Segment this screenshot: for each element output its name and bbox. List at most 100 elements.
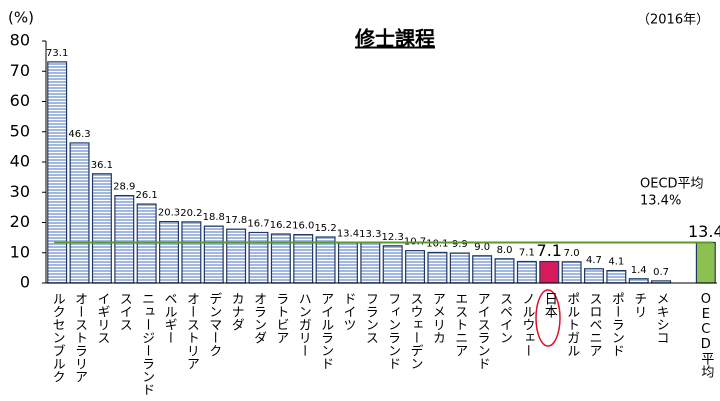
bar bbox=[248, 231, 269, 284]
highlight-circle bbox=[535, 289, 561, 347]
value-label: 36.1 bbox=[91, 160, 113, 171]
year-note: （2016年） bbox=[637, 13, 709, 28]
y-tick-label: 40 bbox=[10, 152, 30, 171]
bar bbox=[203, 225, 224, 284]
x-tick-label: ニュージーランド bbox=[139, 292, 154, 396]
value-label: 12.3 bbox=[382, 232, 404, 243]
bar bbox=[561, 261, 582, 284]
value-label: 20.2 bbox=[180, 208, 202, 219]
value-label: 13.3 bbox=[359, 229, 381, 240]
value-label: 1.4 bbox=[631, 265, 647, 276]
bar bbox=[516, 260, 537, 284]
bar bbox=[494, 258, 515, 284]
x-tick-label: スウェーデン bbox=[408, 292, 423, 370]
x-tick-label: フィンランド bbox=[385, 292, 400, 370]
x-tick-label: アイスランド bbox=[475, 292, 490, 370]
x-tick-label: アイルランド bbox=[318, 292, 333, 370]
value-label: 73.1 bbox=[46, 48, 68, 59]
bar bbox=[628, 278, 649, 284]
x-tick-label: ノルウェー bbox=[519, 292, 534, 357]
x-tick-label: ラトビア bbox=[273, 292, 288, 344]
x-tick-label: イギリス bbox=[94, 292, 109, 344]
value-label: 9.9 bbox=[452, 239, 468, 250]
bar bbox=[427, 251, 448, 284]
bar bbox=[270, 233, 291, 284]
bar bbox=[226, 228, 247, 284]
y-tick-label: 70 bbox=[10, 61, 30, 80]
bar bbox=[695, 241, 716, 284]
annotation: OECD平均 bbox=[640, 177, 704, 192]
bar bbox=[47, 61, 68, 284]
bar bbox=[159, 220, 180, 284]
y-tick-label: 0 bbox=[20, 273, 30, 292]
value-label: 16.2 bbox=[270, 220, 292, 231]
x-tick-label: エストニア bbox=[452, 292, 467, 357]
x-tick-label: デンマーク bbox=[206, 292, 221, 357]
x-tick-label: ポルトガル bbox=[564, 292, 579, 357]
value-label: 13.4 bbox=[688, 222, 720, 241]
x-tick-label: スロベニア bbox=[586, 292, 602, 357]
bar bbox=[337, 241, 358, 284]
bar bbox=[91, 173, 112, 284]
bar bbox=[136, 203, 157, 284]
x-tick-label: スイス bbox=[117, 292, 132, 331]
annotation: 13.4% bbox=[640, 194, 681, 209]
value-label: 8.0 bbox=[497, 245, 513, 256]
value-label: 26.1 bbox=[136, 190, 158, 201]
value-label: 46.3 bbox=[68, 129, 90, 140]
value-label: 7.1 bbox=[537, 241, 562, 260]
x-tick-label: メキシコ bbox=[654, 292, 669, 344]
bar bbox=[382, 245, 403, 284]
y-tick-label: 10 bbox=[10, 242, 30, 261]
bar bbox=[606, 269, 627, 284]
value-label: 15.2 bbox=[314, 223, 336, 234]
y-tick-label: 80 bbox=[10, 31, 30, 50]
x-tick-label: OECD平均 bbox=[698, 292, 714, 378]
value-label: 4.1 bbox=[608, 257, 624, 268]
value-label: 13.4 bbox=[337, 228, 359, 239]
value-label: 18.8 bbox=[203, 212, 225, 223]
x-tick-label: 日本 bbox=[542, 292, 558, 318]
x-tick-label: ベルギー bbox=[162, 292, 178, 344]
value-label: 28.9 bbox=[113, 182, 135, 193]
x-tick-label: オランダ bbox=[251, 292, 266, 344]
y-tick-label: 60 bbox=[10, 91, 30, 110]
x-tick-label: アメリカ bbox=[430, 292, 445, 344]
x-tick-label: オーストリア bbox=[184, 292, 199, 370]
bar bbox=[405, 250, 426, 284]
value-label: 20.3 bbox=[158, 208, 180, 219]
bar bbox=[539, 260, 560, 284]
bar bbox=[181, 221, 202, 284]
bar bbox=[360, 242, 381, 284]
y-tick-label: 30 bbox=[10, 182, 30, 201]
x-tick-label: オーストラリア bbox=[72, 292, 87, 383]
bar bbox=[114, 194, 135, 284]
value-label: 10.1 bbox=[426, 238, 448, 249]
bar bbox=[315, 236, 336, 284]
value-label: 16.7 bbox=[247, 218, 269, 229]
value-label: 4.7 bbox=[586, 255, 602, 266]
y-tick-label: 20 bbox=[10, 212, 30, 231]
y-unit: (%) bbox=[8, 9, 34, 27]
x-tick-label: スペイン bbox=[497, 292, 513, 344]
x-tick-label: ポーランド bbox=[609, 292, 624, 357]
x-tick-label: ルクセンブルク bbox=[50, 292, 66, 383]
bar bbox=[583, 268, 604, 284]
value-label: 16.0 bbox=[292, 221, 314, 232]
x-tick-label: フランス bbox=[363, 292, 378, 344]
bar bbox=[472, 255, 493, 284]
x-tick-label: ハンガリー bbox=[296, 292, 311, 357]
bar bbox=[69, 142, 90, 284]
chart-title: 修士課程 bbox=[354, 27, 435, 51]
x-tick-label: カナダ bbox=[229, 292, 244, 331]
y-tick-label: 50 bbox=[10, 121, 30, 140]
value-label: 9.0 bbox=[474, 242, 490, 253]
value-label: 17.8 bbox=[225, 215, 247, 226]
value-label: 7.0 bbox=[564, 248, 580, 259]
value-label: 7.1 bbox=[519, 248, 535, 259]
value-label: 0.7 bbox=[653, 267, 669, 278]
bar bbox=[449, 252, 470, 284]
x-tick-label: チリ bbox=[631, 292, 646, 318]
x-tick-label: ドイツ bbox=[340, 292, 355, 331]
